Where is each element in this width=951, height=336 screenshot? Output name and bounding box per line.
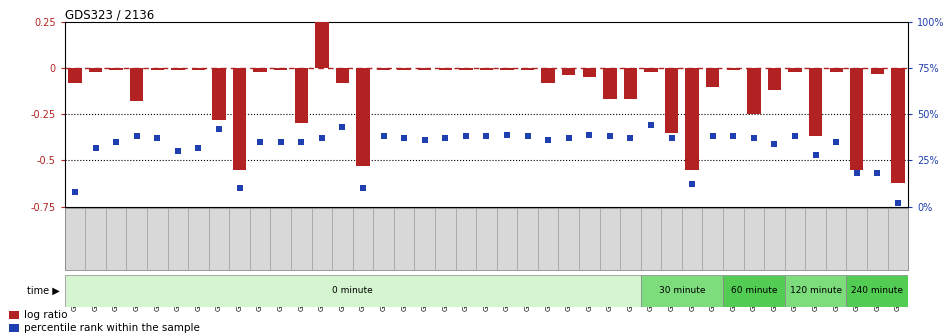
Point <box>129 134 145 139</box>
Point <box>726 134 741 139</box>
Bar <box>336 68 349 83</box>
Text: 30 minute: 30 minute <box>659 286 705 295</box>
FancyBboxPatch shape <box>723 275 785 307</box>
Point <box>520 134 535 139</box>
Bar <box>871 68 884 74</box>
Bar <box>665 68 678 133</box>
Point <box>417 137 433 143</box>
Point <box>108 139 124 144</box>
Point <box>664 135 679 141</box>
Bar <box>459 68 473 70</box>
Text: log ratio: log ratio <box>24 310 68 320</box>
Point <box>540 137 555 143</box>
Bar <box>212 68 225 120</box>
Bar <box>479 68 494 70</box>
Bar <box>706 68 720 86</box>
Bar <box>418 68 432 70</box>
Text: percentile rank within the sample: percentile rank within the sample <box>24 323 200 333</box>
Point <box>747 135 762 141</box>
Bar <box>562 68 575 75</box>
Bar <box>727 68 740 70</box>
Point <box>685 182 700 187</box>
Point <box>561 135 576 141</box>
Point <box>253 139 268 144</box>
Point <box>273 139 288 144</box>
Point <box>335 124 350 130</box>
Point <box>170 149 185 154</box>
Point <box>68 189 83 195</box>
Point <box>294 139 309 144</box>
FancyBboxPatch shape <box>846 275 908 307</box>
Bar <box>88 68 102 72</box>
Bar <box>809 68 823 136</box>
Bar <box>583 68 596 77</box>
Bar <box>130 68 144 101</box>
Bar <box>398 68 411 70</box>
Point <box>314 135 329 141</box>
Bar <box>624 68 637 99</box>
FancyBboxPatch shape <box>65 275 641 307</box>
Bar <box>767 68 781 90</box>
Bar <box>233 68 246 170</box>
Point <box>828 139 844 144</box>
Text: time ▶: time ▶ <box>28 286 60 296</box>
Point <box>602 134 617 139</box>
Bar <box>295 68 308 123</box>
Text: 60 minute: 60 minute <box>730 286 777 295</box>
Point <box>458 134 474 139</box>
Bar <box>645 68 658 72</box>
Point <box>232 185 247 191</box>
Bar <box>253 68 267 72</box>
Bar <box>541 68 554 83</box>
Point <box>356 185 371 191</box>
Point <box>376 134 391 139</box>
Bar <box>686 68 699 170</box>
FancyBboxPatch shape <box>641 275 723 307</box>
Point <box>191 145 206 150</box>
Bar <box>150 68 164 70</box>
Point <box>849 171 864 176</box>
Bar <box>357 68 370 166</box>
Bar <box>747 68 761 114</box>
Bar <box>377 68 390 70</box>
Point <box>211 126 226 132</box>
Text: 0 minute: 0 minute <box>332 286 373 295</box>
Point <box>87 145 103 150</box>
Bar <box>438 68 452 70</box>
Bar <box>788 68 802 72</box>
Bar <box>192 68 205 70</box>
Bar <box>603 68 616 99</box>
Point <box>644 123 659 128</box>
Bar <box>315 18 328 68</box>
Bar <box>274 68 287 70</box>
Point <box>149 135 165 141</box>
Point <box>870 171 885 176</box>
Bar <box>850 68 864 170</box>
Bar <box>171 68 184 70</box>
Point <box>890 200 905 206</box>
Bar <box>829 68 843 72</box>
Bar <box>891 68 904 183</box>
Bar <box>109 68 123 70</box>
Bar <box>521 68 534 70</box>
Point <box>787 134 803 139</box>
Text: GDS323 / 2136: GDS323 / 2136 <box>65 9 154 22</box>
Point <box>437 135 453 141</box>
FancyBboxPatch shape <box>785 275 846 307</box>
Point <box>499 132 514 137</box>
Point <box>808 152 824 158</box>
Bar <box>10 311 19 319</box>
Point <box>705 134 720 139</box>
Bar <box>500 68 514 70</box>
Point <box>582 132 597 137</box>
Bar <box>10 324 19 332</box>
Point <box>767 141 782 146</box>
Point <box>397 135 412 141</box>
Text: 240 minute: 240 minute <box>851 286 903 295</box>
Bar <box>68 68 82 83</box>
Text: 120 minute: 120 minute <box>789 286 842 295</box>
Point <box>623 135 638 141</box>
Point <box>478 134 495 139</box>
